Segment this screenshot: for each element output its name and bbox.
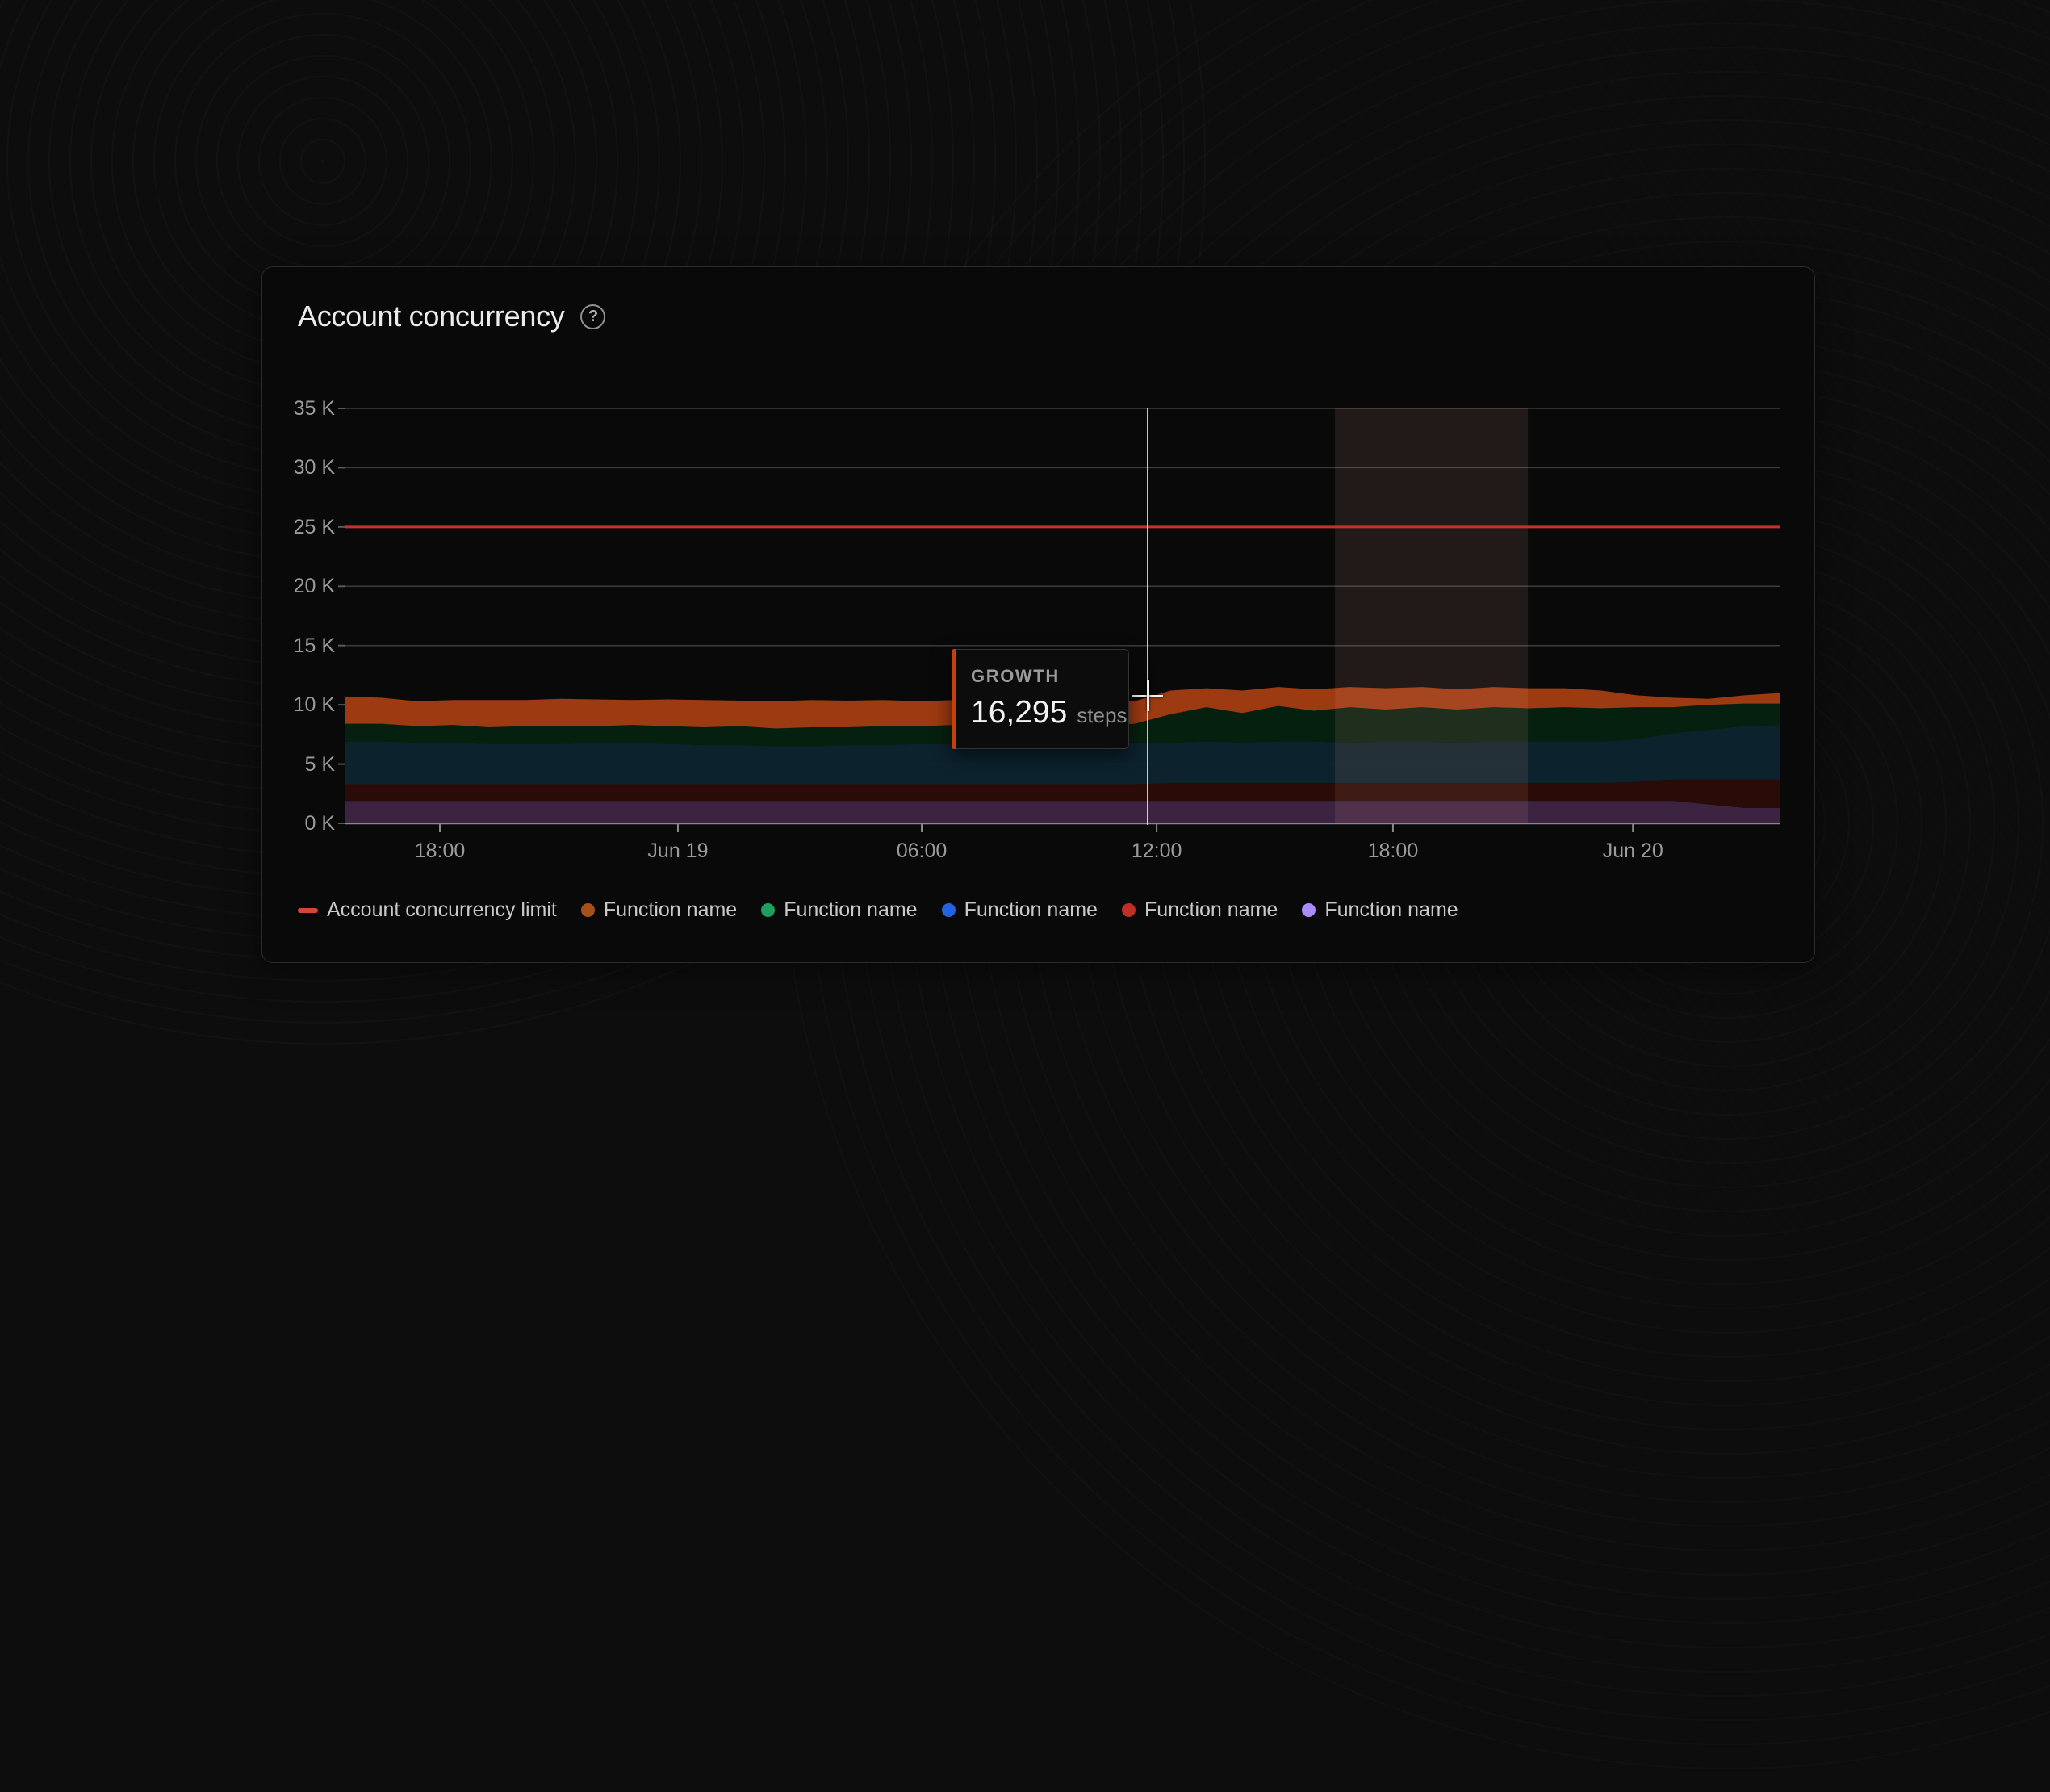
y-axis-labels: 0 K 5 K 10 K 15 K 20 K 25 K 30 K 35 K (262, 397, 335, 835)
legend-dash-icon (298, 907, 318, 913)
tooltip-series-label: GROWTH (971, 666, 1060, 686)
legend-dot-icon (1302, 903, 1316, 917)
x-axis-labels: 18:00 Jun 19 06:00 12:00 18:00 Jun 20 (345, 839, 1780, 865)
legend-item-0[interactable]: Account concurrency limit (298, 898, 557, 922)
x-axis-label-4: 18:00 (1367, 839, 1419, 862)
x-axis-label-1: Jun 19 (647, 839, 709, 862)
legend-dot-icon (1121, 903, 1136, 917)
tooltip-unit: steps (1077, 703, 1128, 727)
chart-plot-area[interactable] (338, 408, 1780, 832)
y-axis-label-0k: 0 K (304, 812, 335, 835)
legend-dot-icon (941, 903, 956, 917)
legend-item-label: Function name (1324, 898, 1458, 921)
account-concurrency-card: Account concurrency ? 0 K 5 K 10 K 15 K 20 K… (261, 266, 1815, 963)
legend-item-5[interactable]: Function name (1302, 898, 1458, 922)
highlight-band (1335, 408, 1529, 823)
y-axis-label-25k: 25 K (293, 515, 335, 538)
legend-dot-icon (761, 903, 776, 917)
chart-svg (338, 408, 1780, 832)
legend-item-4[interactable]: Function name (1121, 898, 1278, 922)
x-axis-label-3: 12:00 (1131, 839, 1182, 862)
chart-legend: Account concurrency limit Function name Fu… (298, 898, 1458, 922)
y-axis-label-5k: 5 K (304, 752, 335, 776)
card-header: Account concurrency ? (298, 299, 606, 333)
x-axis-label-5: Jun 20 (1602, 839, 1663, 862)
legend-item-label: Function name (784, 898, 918, 921)
legend-item-label: Function name (1144, 898, 1278, 921)
help-icon[interactable]: ? (580, 304, 606, 329)
y-axis-label-10k: 10 K (293, 693, 335, 717)
legend-item-label: Function name (603, 898, 738, 921)
legend-item-2[interactable]: Function name (761, 898, 918, 922)
y-axis-label-20k: 20 K (293, 575, 335, 598)
tooltip-accent-bar (952, 649, 956, 749)
x-axis-label-2: 06:00 (896, 839, 948, 862)
area-series-0 (345, 801, 1780, 823)
legend-item-1[interactable]: Function name (580, 898, 738, 922)
legend-item-label: Function name (964, 898, 1098, 921)
area-series-2 (345, 725, 1780, 785)
y-axis-label-15k: 15 K (293, 634, 335, 657)
y-axis-label-35k: 35 K (293, 397, 335, 420)
page-title: Account concurrency (298, 299, 565, 333)
chart-tooltip: GROWTH 16,295 steps (952, 649, 1129, 749)
legend-item-3[interactable]: Function name (941, 898, 1098, 922)
legend-dot-icon (580, 903, 595, 917)
tooltip-value: 16,295 (971, 695, 1068, 730)
y-axis-label-30k: 30 K (293, 456, 335, 479)
legend-item-label: Account concurrency limit (327, 898, 557, 921)
x-axis-label-0: 18:00 (414, 839, 466, 862)
